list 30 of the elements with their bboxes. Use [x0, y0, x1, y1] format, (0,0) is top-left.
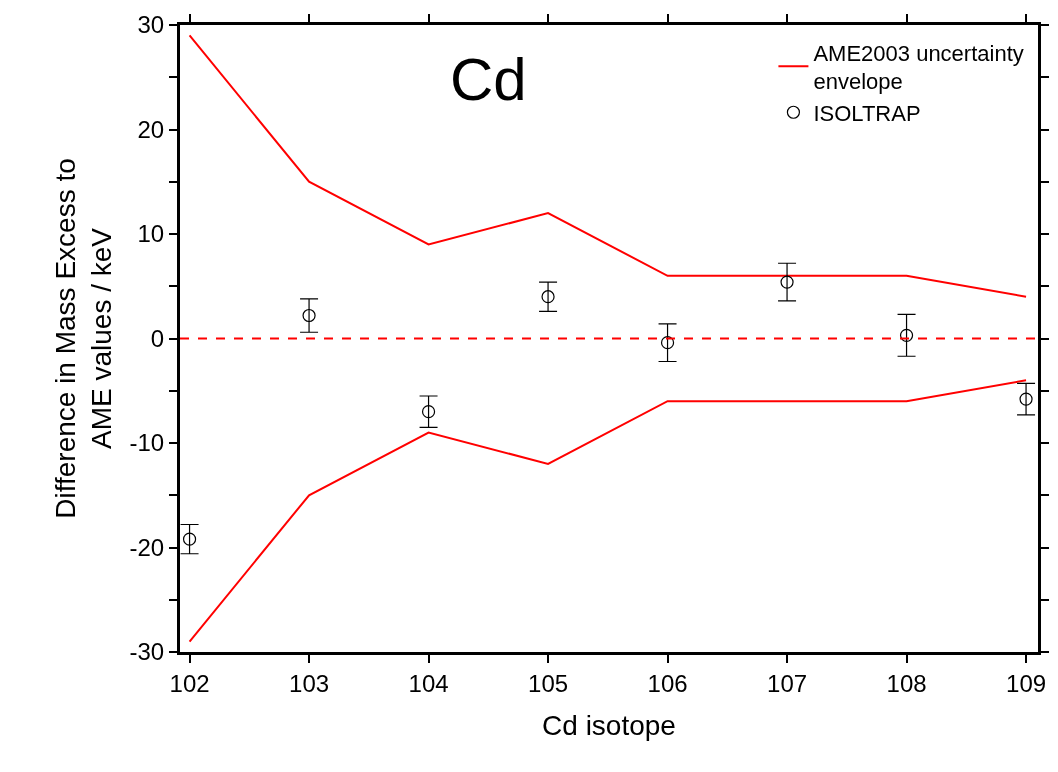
point	[780, 275, 794, 289]
point	[182, 532, 197, 546]
y-tick-label: 0	[150, 324, 165, 352]
x-tick-label: 103	[289, 669, 330, 697]
x-tick-label: 109	[1006, 669, 1047, 697]
legend-label: AME2003 uncertainty envelope	[813, 40, 1024, 95]
x-tick-label: 106	[647, 669, 688, 697]
line-series	[188, 379, 1028, 643]
y-tick-label: 30	[137, 11, 165, 39]
point	[660, 336, 675, 350]
line-series	[188, 34, 1028, 298]
point	[899, 328, 914, 342]
y-axis-title: Difference in Mass Excess to AME values / keV	[49, 158, 118, 519]
point	[421, 405, 436, 419]
x-tick-label: 102	[169, 669, 210, 697]
point	[541, 290, 555, 304]
legend-label: ISOLTRAP	[813, 100, 921, 126]
x-tick-label: 108	[886, 669, 927, 697]
y-tick-label: -20	[129, 533, 165, 561]
y-tick-label: -10	[129, 429, 165, 457]
x-tick-label: 107	[767, 669, 808, 697]
y-tick-label: -30	[129, 638, 165, 666]
x-tick-label: 105	[528, 669, 569, 697]
annotation: Cd	[450, 46, 527, 113]
y-tick-label: 20	[137, 115, 165, 143]
point	[1019, 392, 1033, 406]
x-tick-label: 104	[408, 669, 449, 697]
point	[302, 308, 316, 323]
y-tick-label: 10	[137, 220, 165, 248]
x-axis-title: Cd isotope	[542, 709, 676, 741]
